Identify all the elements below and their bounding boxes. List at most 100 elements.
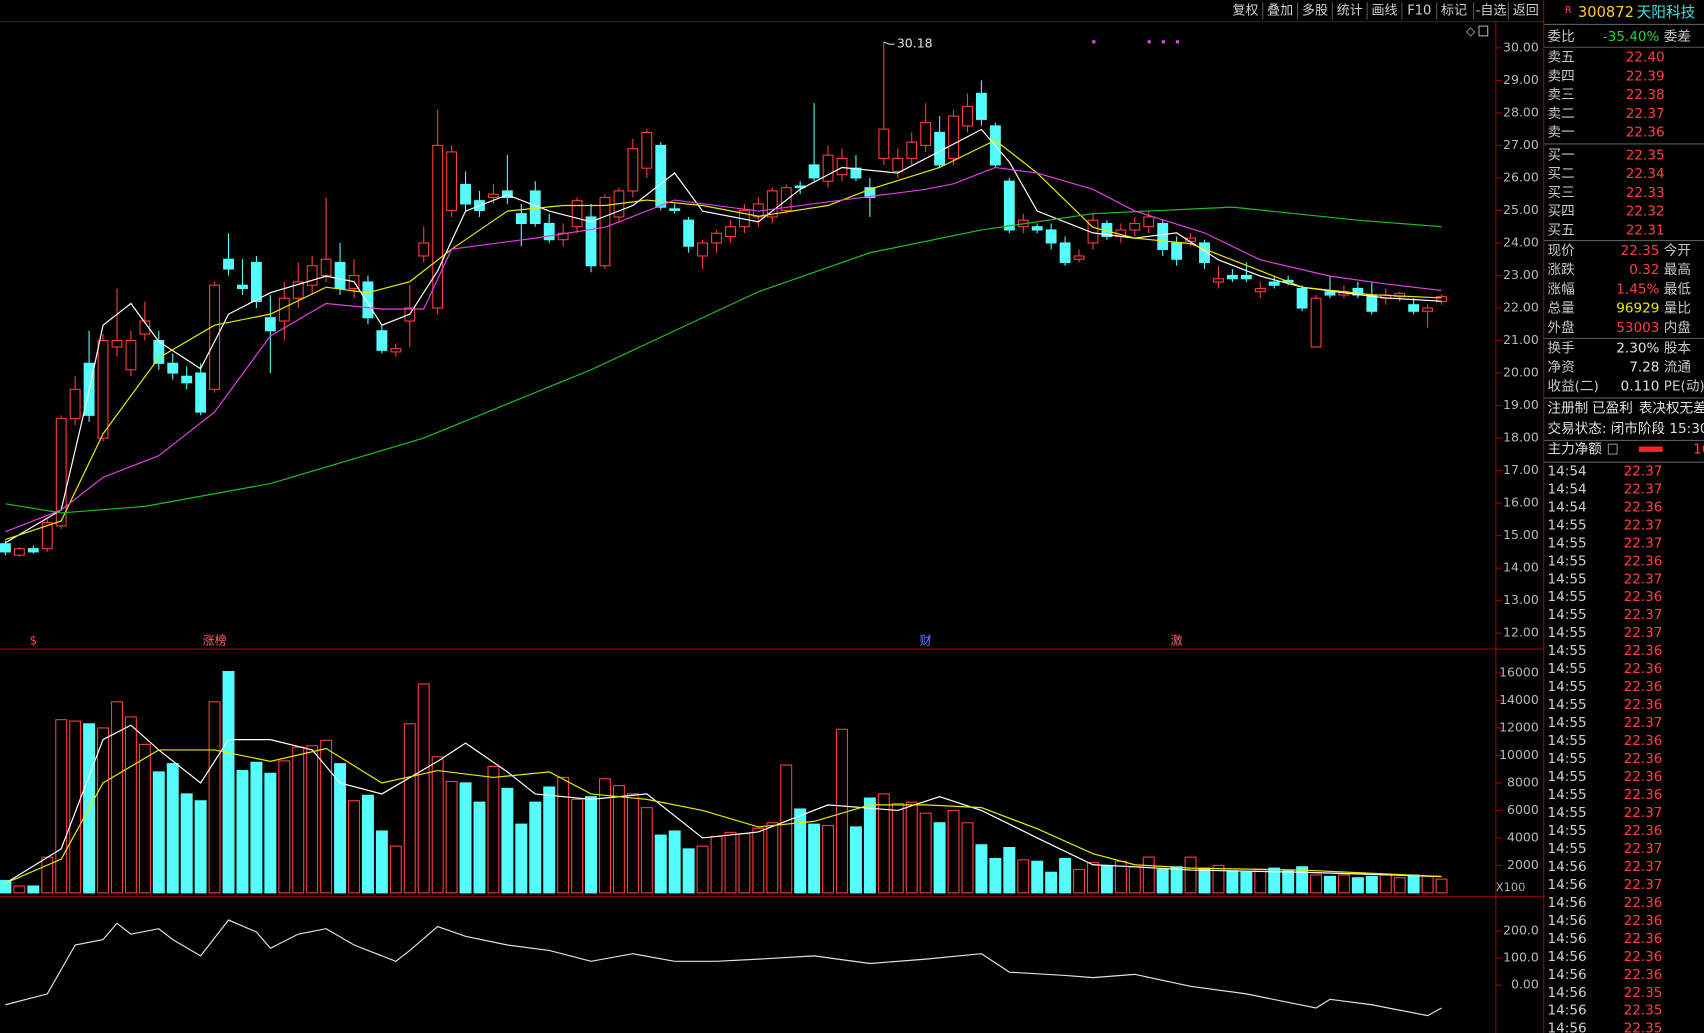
volume-bar (1184, 856, 1197, 894)
candle-body (864, 187, 876, 198)
candle-body (237, 284, 248, 290)
toolbar-button[interactable]: 返回 (1513, 3, 1539, 18)
volume-bar (612, 785, 625, 894)
tick-price: 22.37 (1624, 859, 1663, 875)
tick-time: 14:55 (1548, 517, 1587, 533)
volume-bar (585, 796, 598, 894)
stat-label: 总量 (1548, 301, 1575, 317)
candle-body (139, 320, 151, 335)
candle-body (320, 258, 332, 277)
indicator-line (5, 166, 1442, 533)
volume-bar (55, 719, 68, 894)
event-marker: $ (30, 633, 38, 647)
toolbar-button[interactable]: 画线 (1371, 3, 1397, 18)
volume-bar (780, 764, 793, 894)
tick-price: 22.36 (1624, 931, 1663, 947)
tick-price: 22.37 (1624, 517, 1663, 533)
volume-bar (236, 769, 249, 894)
order-label: 卖一 (1548, 125, 1576, 141)
order-price: 22.32 (1626, 204, 1665, 220)
indicator-line (5, 128, 1442, 544)
order-label: 买一 (1548, 147, 1576, 163)
toolbar-button[interactable]: 统计 (1337, 3, 1363, 18)
y-tick-label: 24.00 (1503, 234, 1539, 249)
volume-bar (166, 763, 179, 894)
volume-bar (361, 794, 374, 894)
tick-price: 22.37 (1624, 463, 1663, 479)
volume-bar (919, 812, 932, 894)
tick-price: 22.36 (1624, 823, 1663, 839)
y-tick-label: 27.00 (1503, 137, 1539, 152)
volume-bar (1240, 871, 1253, 894)
toolbar-button[interactable]: 复权 (1232, 2, 1258, 18)
volume-bar (808, 823, 821, 894)
unit-label: X100 (1496, 880, 1526, 894)
toolbar-button[interactable]: 多股 (1302, 2, 1328, 18)
annotation-pointer (883, 41, 895, 45)
volume-bar (348, 800, 360, 894)
trade-status: 交易状态: 闭市阶段 15:30 (1548, 420, 1704, 437)
volume-bar (1156, 868, 1169, 894)
y-tick-label: 28.00 (1503, 104, 1539, 119)
volume-bar (543, 786, 556, 894)
candle-body (1059, 242, 1071, 264)
candle-body (97, 339, 109, 439)
candle-body (627, 148, 639, 192)
icon[interactable] (1478, 25, 1489, 37)
y-tick-label: 22.00 (1503, 300, 1539, 315)
stat-label: 流通 (1664, 360, 1692, 376)
volume-bar (863, 797, 876, 894)
y-tick-label: 14000 (1499, 692, 1539, 707)
volume-bar (1282, 870, 1295, 894)
candle-body (167, 362, 179, 374)
stat-value: 22.35 (1621, 243, 1660, 259)
volume-bar (389, 845, 402, 894)
volume-bar (696, 845, 709, 894)
y-tick-label: 14.00 (1503, 560, 1539, 575)
tick-price: 22.36 (1624, 769, 1663, 785)
volume-bar (891, 802, 904, 894)
candle-body (669, 208, 681, 211)
tick-price: 22.36 (1624, 967, 1663, 983)
y-tick-label: 21.00 (1503, 332, 1539, 347)
toolbar-button[interactable]: 标记 (1441, 3, 1467, 18)
toolbar-button[interactable]: 叠加 (1267, 3, 1293, 18)
candle-body (1436, 296, 1447, 303)
toolbar-button[interactable]: F10 (1407, 3, 1431, 18)
volume-bar (961, 822, 974, 894)
tick-time: 14:55 (1548, 715, 1587, 731)
tick-time: 14:56 (1548, 895, 1587, 911)
y-tick-label: 12000 (1499, 719, 1539, 734)
tick-time: 14:55 (1548, 661, 1587, 677)
tick-price: 22.37 (1624, 625, 1663, 641)
volume-bar (1268, 867, 1281, 894)
candle-body (655, 144, 667, 208)
volume-bar (794, 808, 807, 894)
tag: 注册制 (1548, 400, 1589, 416)
volume-bar (529, 801, 542, 894)
tick-time: 14:55 (1548, 697, 1587, 713)
volume-bar (222, 671, 235, 894)
candle-body (1129, 222, 1141, 231)
toolbar-button[interactable]: -自选 (1476, 3, 1507, 18)
volume-bar (1045, 871, 1058, 894)
tick-price: 22.37 (1624, 715, 1663, 731)
tick-time: 14:54 (1548, 463, 1587, 479)
candle-body (543, 222, 555, 241)
flow-bar (1638, 446, 1663, 452)
y-tick-label: 16.00 (1503, 495, 1539, 510)
candle-body (362, 281, 374, 319)
volume-bar (69, 720, 82, 894)
marker-dot (1092, 40, 1096, 44)
stat-value: 96929 (1616, 301, 1659, 317)
flow-value: 16 (1693, 442, 1704, 458)
tick-price: 22.36 (1624, 697, 1663, 713)
tick-price: 22.36 (1624, 949, 1663, 965)
candle-body (13, 548, 25, 556)
volume-bar (626, 793, 639, 894)
icon[interactable]: ◇ (1466, 24, 1476, 38)
y-tick-label: 17.00 (1503, 462, 1539, 477)
volume-bar (1031, 860, 1044, 894)
tick-price: 22.36 (1624, 751, 1663, 767)
